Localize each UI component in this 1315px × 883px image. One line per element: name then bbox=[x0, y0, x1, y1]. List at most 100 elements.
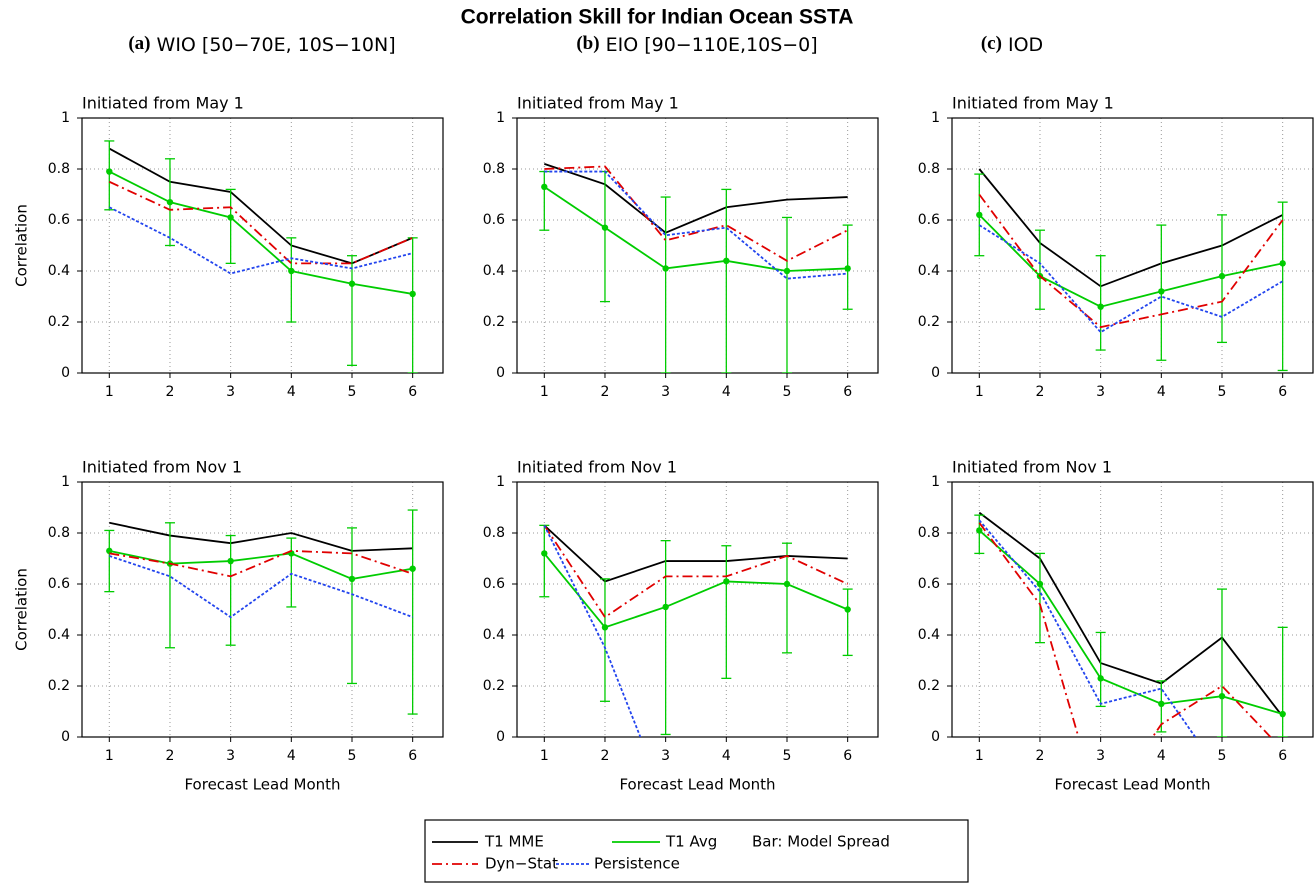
column-title: (b) EIO [90−110E,10S−0] bbox=[576, 33, 817, 55]
series-line bbox=[978, 522, 1272, 737]
panel: Initiated from May 1 0 0.2 0.4 0.6 0.8 1 1 2 3 4 5 6… bbox=[13, 94, 444, 400]
error-bar bbox=[599, 170, 610, 303]
panel-title: Initiated from May 1 bbox=[82, 94, 244, 113]
error-bar bbox=[781, 216, 792, 373]
legend-note: Bar: Model Spread bbox=[752, 833, 890, 851]
point bbox=[1097, 675, 1104, 682]
y-tick-label: 1 bbox=[61, 110, 70, 126]
point bbox=[541, 183, 548, 191]
error-bar bbox=[286, 237, 297, 323]
y-axis-label: Correlation bbox=[13, 204, 31, 287]
x-tick-label: 3 bbox=[661, 384, 670, 400]
series-line bbox=[543, 524, 849, 619]
x-tick-label: 3 bbox=[226, 384, 235, 400]
point bbox=[1279, 710, 1286, 718]
point bbox=[409, 290, 416, 298]
y-tick-label: 0.2 bbox=[48, 314, 70, 330]
series-line bbox=[543, 524, 642, 737]
plot-frame bbox=[81, 117, 444, 374]
column-text: IOD bbox=[1008, 34, 1043, 56]
y-tick-label: 0.4 bbox=[483, 263, 505, 279]
point bbox=[976, 211, 983, 219]
point bbox=[601, 624, 609, 631]
point bbox=[1036, 580, 1044, 588]
plot-frame bbox=[81, 481, 444, 738]
legend-box bbox=[424, 819, 969, 883]
series-line bbox=[109, 555, 413, 619]
series-line bbox=[108, 147, 414, 265]
series-line bbox=[109, 549, 413, 580]
series-line bbox=[543, 186, 848, 272]
y-tick-label: 0.2 bbox=[48, 678, 70, 694]
y-tick-label: 0.2 bbox=[483, 678, 505, 694]
y-tick-label: 0 bbox=[931, 729, 940, 745]
x-tick-label: 5 bbox=[1218, 384, 1227, 400]
series-line bbox=[109, 549, 413, 578]
column-label: (c) bbox=[981, 33, 1002, 54]
point bbox=[288, 267, 295, 275]
plot-frame bbox=[951, 481, 1314, 738]
y-tick-label: 0.6 bbox=[918, 212, 940, 228]
y-tick-label: 1 bbox=[496, 110, 505, 126]
x-tick-label: 6 bbox=[843, 384, 852, 400]
x-tick-label: 6 bbox=[408, 384, 417, 400]
point bbox=[409, 565, 416, 572]
y-tick-label: 0.6 bbox=[918, 576, 940, 592]
series-line bbox=[978, 168, 1284, 288]
error-bar bbox=[781, 542, 792, 654]
point bbox=[106, 547, 113, 555]
y-tick-label: 0 bbox=[61, 729, 70, 745]
panel: Initiated from May 1 0 0.2 0.4 0.6 0.8 1 1 2 3 4 5 6 bbox=[483, 94, 879, 400]
x-tick-label: 3 bbox=[226, 748, 235, 764]
legend-label: T1 Avg bbox=[665, 833, 717, 851]
error-bar bbox=[407, 509, 418, 715]
point bbox=[844, 265, 851, 272]
y-tick-label: 0.8 bbox=[48, 161, 70, 177]
point bbox=[106, 168, 113, 175]
error-bar bbox=[225, 188, 236, 265]
panel-title: Initiated from May 1 bbox=[952, 94, 1114, 113]
x-tick-label: 2 bbox=[601, 384, 610, 400]
panel-title: Initiated from Nov 1 bbox=[952, 458, 1112, 477]
error-bar bbox=[1277, 626, 1288, 737]
legend-label: T1 MME bbox=[484, 833, 544, 851]
series-line bbox=[108, 180, 414, 265]
series-line bbox=[978, 224, 1284, 334]
x-tick-label: 6 bbox=[1278, 748, 1287, 764]
error-bar bbox=[660, 540, 671, 736]
point bbox=[976, 527, 983, 534]
point bbox=[1158, 700, 1165, 708]
error-bar bbox=[660, 196, 671, 373]
x-tick-label: 2 bbox=[601, 748, 610, 764]
column-text: WIO [50−70E, 10S−10N] bbox=[157, 34, 396, 56]
series-line bbox=[108, 170, 413, 295]
y-tick-label: 1 bbox=[931, 474, 940, 490]
point bbox=[723, 578, 730, 585]
x-tick-label: 6 bbox=[408, 748, 417, 764]
y-tick-label: 0 bbox=[931, 365, 940, 381]
x-tick-label: 6 bbox=[1278, 384, 1287, 400]
error-bar bbox=[1034, 552, 1045, 644]
series-line bbox=[109, 521, 413, 552]
error-bar bbox=[1216, 588, 1227, 737]
legend-label: Persistence bbox=[594, 855, 680, 873]
y-tick-label: 0.4 bbox=[48, 627, 70, 643]
error-bar bbox=[104, 529, 115, 593]
y-tick-label: 0 bbox=[496, 365, 505, 381]
point bbox=[541, 550, 548, 557]
x-tick-label: 5 bbox=[348, 384, 357, 400]
x-axis-label: Forecast Lead Month bbox=[1054, 776, 1210, 794]
error-bar bbox=[1095, 255, 1106, 351]
x-tick-label: 1 bbox=[105, 384, 114, 400]
y-tick-label: 0.2 bbox=[483, 314, 505, 330]
figure-title: Correlation Skill for Indian Ocean SSTA bbox=[461, 6, 854, 29]
y-tick-label: 0.6 bbox=[48, 576, 70, 592]
x-tick-label: 1 bbox=[975, 384, 984, 400]
x-axis-label: Forecast Lead Month bbox=[184, 776, 340, 794]
y-tick-label: 1 bbox=[496, 474, 505, 490]
series-line bbox=[978, 519, 1197, 737]
x-tick-label: 2 bbox=[166, 748, 175, 764]
x-tick-label: 1 bbox=[975, 748, 984, 764]
point bbox=[662, 265, 669, 272]
